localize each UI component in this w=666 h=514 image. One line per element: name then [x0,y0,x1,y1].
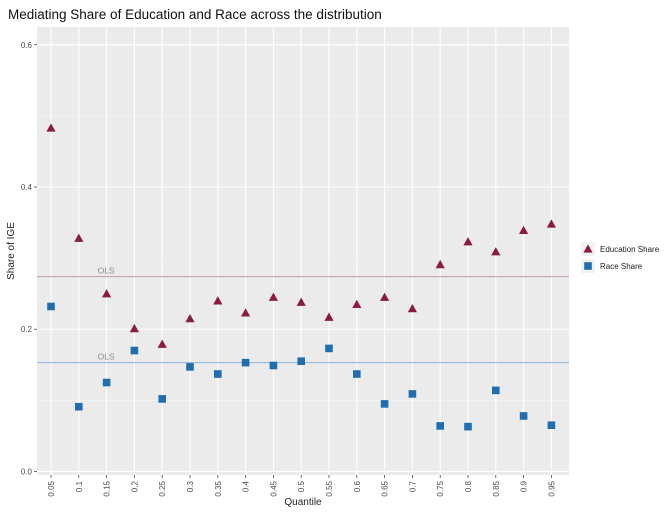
grid-minor [37,115,569,401]
education-share-point [268,292,278,301]
chart-title: Mediating Share of Education and Race ac… [8,7,382,22]
grid-major [37,27,569,475]
series-marks [46,123,556,431]
race-share-point [464,422,472,431]
education-share-point [241,308,251,317]
x-tick-label: 0.85 [492,480,501,496]
race-share-point [547,421,556,430]
x-tick-label: 0.9 [520,480,529,492]
legend-triangle-icon [583,244,593,253]
x-tick-label: 0.25 [158,480,167,496]
x-tick-label: 0.75 [436,480,445,496]
race-share-point [380,400,389,408]
ols-reference-label: OLS [98,352,115,362]
race-share-point [492,386,500,395]
x-tick-label: 0.15 [103,480,112,496]
race-share-point [269,361,278,370]
x-tick-label: 0.5 [297,480,306,492]
education-share-point [380,292,390,301]
x-tick-label: 0.7 [408,480,417,492]
race-share-point [519,412,528,420]
education-share-point [352,299,362,309]
x-tick-label: 0.45 [269,480,278,496]
x-tick-label: 0.3 [186,480,195,492]
education-share-point [435,259,445,269]
education-share-point [463,237,473,246]
x-tick-label: 0.8 [464,480,473,492]
race-share-point [325,344,333,353]
plot-panel [37,27,569,475]
x-tick-label: 0.6 [353,480,362,492]
education-share-point [129,323,139,333]
race-share-point [186,363,194,371]
legend-entry-label: Education Share [600,245,660,254]
x-tick-label: 0.1 [75,480,84,492]
education-share-point [546,219,556,228]
race-share-point [102,378,111,387]
education-share-point [296,297,306,306]
x-tick-label: 0.05 [47,480,56,496]
education-share-point [102,289,112,298]
education-share-point [491,247,501,256]
y-axis: 0.0 0.2 0.4 0.6 [21,41,37,476]
education-share-point [407,304,417,313]
race-share-point [158,395,166,403]
y-tick-label: 0.4 [21,183,33,192]
education-share-point [324,312,334,321]
race-share-point [297,357,305,366]
race-share-point [47,302,55,311]
race-share-point [353,370,361,378]
x-tick-label: 0.4 [242,480,251,492]
y-tick-label: 0.0 [21,467,33,476]
education-share-point [213,296,223,305]
race-share-point [241,358,250,367]
education-share-point [74,233,84,242]
x-tick-label: 0.95 [547,480,556,496]
education-share-point [519,225,529,235]
legend-entry-label: Race Share [600,262,643,271]
y-axis-label: Share of IGE [6,222,17,280]
race-share-point [436,422,444,430]
x-tick-label: 0.65 [381,480,390,496]
x-tick-label: 0.2 [130,480,139,492]
education-share-point [157,339,167,348]
x-tick-label: 0.35 [214,480,223,496]
y-tick-label: 0.6 [21,41,33,50]
x-axis-label: Quantile [284,497,322,508]
race-share-point [408,390,417,398]
race-share-point [130,346,139,355]
race-share-point [75,402,83,411]
ols-reference-label: OLS [98,266,115,276]
x-tick-label: 0.55 [325,480,334,496]
legend-square-icon [584,262,592,270]
race-share-point [214,370,222,378]
education-share-point [46,123,56,132]
x-axis: 0.05 0.1 0.15 0.2 0.25 0.3 0.35 0.4 0.45 0.5 0.55 0… [47,475,556,497]
legend: Education Share Race Share [581,242,660,273]
y-tick-label: 0.2 [21,325,33,334]
education-share-point [185,313,195,323]
